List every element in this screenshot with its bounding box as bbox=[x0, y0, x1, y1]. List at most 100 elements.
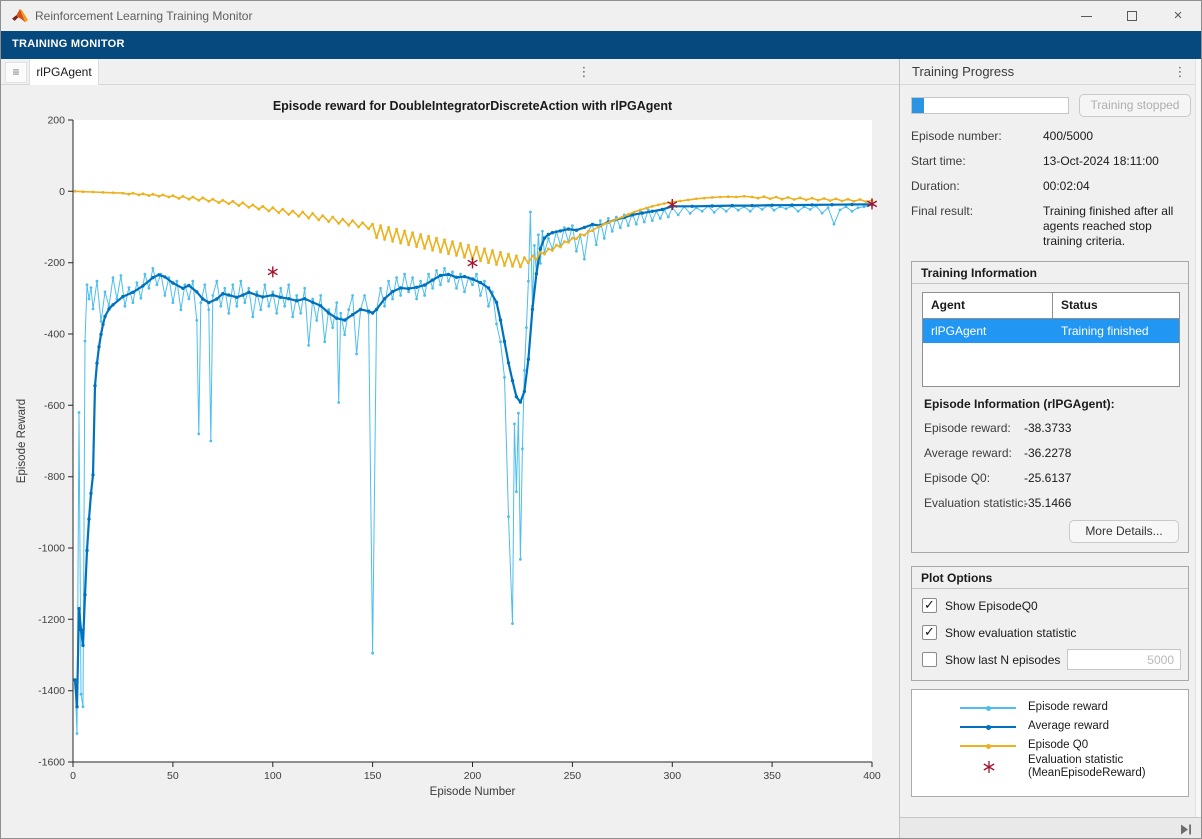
episode-reward-label: Episode reward: bbox=[924, 421, 1011, 435]
progress-fill bbox=[912, 98, 924, 113]
legend-label: Episode Q0 bbox=[1028, 739, 1088, 751]
show-evaluation-statistic-checkbox[interactable] bbox=[922, 625, 937, 640]
legend-label: Episode reward bbox=[1028, 701, 1108, 713]
svg-text:0: 0 bbox=[70, 770, 76, 782]
training-information-group: Training Information Agent Status rlPGAg… bbox=[911, 261, 1189, 553]
training-progress-header: Training Progress ⋮ bbox=[900, 59, 1195, 85]
tab-rlpgagent[interactable]: rlPGAgent bbox=[29, 59, 99, 85]
svg-text:350: 350 bbox=[763, 770, 781, 782]
episode-information-title: Episode Information (rlPGAgent): bbox=[924, 397, 1115, 411]
table-header-row: Agent Status bbox=[923, 293, 1179, 319]
legend-label-line2: (MeanEpisodeReward) bbox=[1028, 767, 1146, 779]
legend-label: Evaluation statistic bbox=[1028, 754, 1123, 766]
svg-text:150: 150 bbox=[364, 770, 382, 782]
svg-text:-600: -600 bbox=[44, 400, 65, 412]
svg-text:200: 200 bbox=[47, 115, 65, 127]
duration-label: Duration: bbox=[911, 179, 960, 193]
asterisk-icon bbox=[982, 760, 996, 774]
table-row[interactable]: rlPGAgent Training finished bbox=[923, 319, 1179, 343]
svg-text:-800: -800 bbox=[44, 471, 65, 483]
toolstrip-ribbon: TRAINING MONITOR bbox=[1, 31, 1201, 59]
training-chart: 2000-200-400-600-800-1000-1200-1400-1600… bbox=[1, 85, 899, 839]
matlab-logo-icon bbox=[11, 8, 29, 24]
svg-text:200: 200 bbox=[464, 770, 482, 782]
svg-text:250: 250 bbox=[564, 770, 582, 782]
episode-number-value: 400/5000 bbox=[1043, 129, 1093, 143]
legend-line-sample bbox=[960, 707, 1016, 709]
legend-line-sample bbox=[960, 726, 1016, 728]
ellipsis-icon: ⋮ bbox=[578, 64, 591, 79]
svg-text:400: 400 bbox=[863, 770, 881, 782]
agent-status-table: Agent Status rlPGAgent Training finished bbox=[922, 292, 1180, 387]
average-reward-value: -36.2278 bbox=[1024, 446, 1071, 460]
svg-text:Episode Number: Episode Number bbox=[430, 786, 516, 798]
status-column-header: Status bbox=[1053, 293, 1179, 318]
svg-text:Episode Reward: Episode Reward bbox=[16, 399, 28, 483]
episode-reward-value: -38.3733 bbox=[1024, 421, 1071, 435]
svg-text:-400: -400 bbox=[44, 329, 65, 341]
show-last-n-episodes-checkbox[interactable] bbox=[922, 652, 937, 667]
legend-item-evaluation-statistic: Evaluation statistic (MeanEpisodeReward) bbox=[912, 753, 1188, 789]
training-stopped-button[interactable]: Training stopped bbox=[1079, 94, 1191, 117]
last-n-episodes-input[interactable] bbox=[1067, 649, 1181, 670]
chart-legend: Episode reward Average reward Episode Q0… bbox=[911, 689, 1189, 797]
panel-title: Training Progress bbox=[912, 64, 1014, 79]
legend-item-episode-q0: Episode Q0 bbox=[912, 738, 1188, 754]
svg-text:300: 300 bbox=[664, 770, 682, 782]
panel-options-button[interactable]: ⋮ bbox=[1171, 61, 1189, 83]
legend-item-episode-reward: Episode reward bbox=[912, 700, 1188, 716]
evaluation-statistic-value: -35.1466 bbox=[1024, 496, 1071, 510]
maximize-icon bbox=[1127, 11, 1137, 21]
tab-options-button[interactable]: ⋮ bbox=[575, 61, 593, 83]
legend-label: Average reward bbox=[1028, 720, 1109, 732]
more-details-button[interactable]: More Details... bbox=[1069, 520, 1179, 543]
episode-q0-label: Episode Q0: bbox=[924, 471, 990, 485]
svg-text:50: 50 bbox=[167, 770, 179, 782]
svg-text:Episode reward for DoubleInteg: Episode reward for DoubleIntegratorDiscr… bbox=[273, 99, 673, 113]
menu-icon: ≡ bbox=[12, 65, 19, 79]
ellipsis-icon: ⋮ bbox=[1174, 64, 1187, 79]
svg-text:-1600: -1600 bbox=[38, 757, 65, 769]
panel-bottom-strip bbox=[900, 817, 1202, 839]
agent-cell: rlPGAgent bbox=[923, 319, 1053, 343]
progress-bar bbox=[911, 97, 1069, 114]
title-bar: Reinforcement Learning Training Monitor … bbox=[1, 1, 1201, 31]
agent-column-header: Agent bbox=[923, 293, 1053, 318]
svg-text:-1200: -1200 bbox=[38, 614, 65, 626]
svg-text:100: 100 bbox=[264, 770, 282, 782]
svg-text:-1000: -1000 bbox=[38, 543, 65, 555]
window-controls: × bbox=[1063, 1, 1201, 31]
document-tab-strip: ≡ rlPGAgent ⋮ bbox=[1, 59, 899, 85]
maximize-button[interactable] bbox=[1109, 1, 1155, 31]
final-result-value: Training finished after all agents reach… bbox=[1043, 204, 1193, 249]
svg-text:0: 0 bbox=[59, 186, 65, 198]
plot-options-group: Plot Options Show EpisodeQ0 Show evaluat… bbox=[911, 566, 1189, 681]
vertical-scrollbar-gutter[interactable] bbox=[1195, 59, 1202, 817]
final-result-label: Final result: bbox=[911, 204, 973, 218]
average-reward-label: Average reward: bbox=[924, 446, 1012, 460]
episode-q0-value: -25.6137 bbox=[1024, 471, 1071, 485]
collapse-panel-button[interactable] bbox=[1179, 823, 1193, 836]
status-cell: Training finished bbox=[1053, 319, 1179, 343]
show-last-n-episodes-label[interactable]: Show last N episodes bbox=[945, 653, 1060, 667]
show-evaluation-statistic-label[interactable]: Show evaluation statistic bbox=[945, 626, 1076, 640]
app-window: Reinforcement Learning Training Monitor … bbox=[0, 0, 1202, 839]
tab-label: rlPGAgent bbox=[36, 65, 91, 79]
svg-text:-200: -200 bbox=[44, 257, 65, 269]
legend-marker-dot bbox=[986, 706, 991, 711]
duration-value: 00:02:04 bbox=[1043, 179, 1090, 193]
start-time-label: Start time: bbox=[911, 154, 966, 168]
legend-marker-dot bbox=[986, 725, 991, 730]
start-time-value: 13-Oct-2024 18:11:00 bbox=[1043, 154, 1159, 168]
close-button[interactable]: × bbox=[1155, 1, 1201, 31]
legend-marker-dot bbox=[986, 744, 991, 749]
ribbon-tab-label[interactable]: TRAINING MONITOR bbox=[12, 38, 125, 50]
plot-options-title: Plot Options bbox=[912, 567, 1188, 589]
show-episodeq0-checkbox[interactable] bbox=[922, 598, 937, 613]
show-episodeq0-label[interactable]: Show EpisodeQ0 bbox=[945, 599, 1038, 613]
close-icon: × bbox=[1174, 11, 1183, 21]
legend-item-average-reward: Average reward bbox=[912, 719, 1188, 735]
minimize-button[interactable] bbox=[1063, 1, 1109, 31]
document-menu-button[interactable]: ≡ bbox=[5, 62, 27, 83]
window-title: Reinforcement Learning Training Monitor bbox=[35, 9, 252, 23]
